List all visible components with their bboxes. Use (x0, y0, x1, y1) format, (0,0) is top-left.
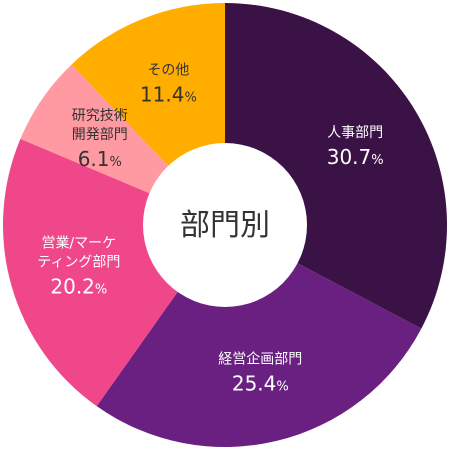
slice-value-label: 30.7% (327, 145, 384, 169)
slice-value-label: 11.4% (140, 82, 197, 106)
slice-label-group: 人事部門 30.7% (327, 125, 384, 169)
slice-category-label: 人事部門 (327, 125, 383, 141)
slice-value-label: 20.2% (50, 275, 107, 299)
slice-category-label: その他 (147, 62, 189, 78)
slice-label-group: 経営企画部門 25.4% (218, 350, 302, 395)
donut-hole (143, 143, 307, 307)
slice-label-group: その他 11.4% (140, 62, 197, 106)
slice-category-label: 開発部門 (72, 127, 128, 143)
center-title: 部門別 (180, 208, 270, 243)
slice-category-label: 営業/マーケ (41, 236, 116, 252)
slice-value-label: 25.4% (232, 371, 289, 395)
slice-value-label: 6.1% (78, 147, 122, 171)
slice-category-label: 経営企画部門 (218, 350, 302, 367)
pie-slice (96, 225, 422, 447)
slice-category-label: 研究技術 (72, 108, 128, 124)
slice-category-label: ティング部門 (37, 255, 120, 271)
